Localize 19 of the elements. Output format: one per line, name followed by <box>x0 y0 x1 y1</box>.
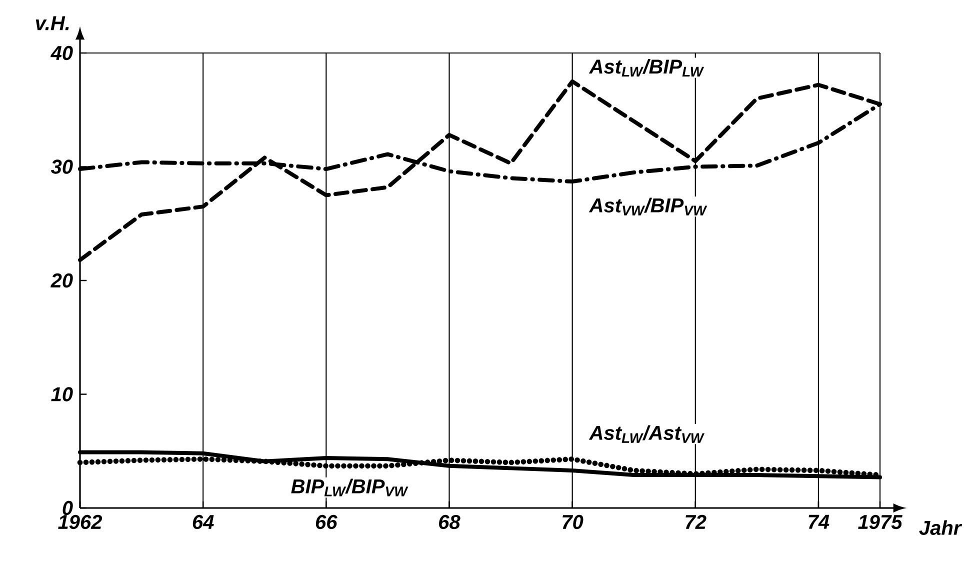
y-tick-label: 40 <box>50 46 73 60</box>
x-tick-label: 1975 <box>858 514 902 530</box>
x-tick-label: 64 <box>192 514 214 530</box>
x-tick-label: 66 <box>316 514 338 530</box>
x-tick-label: 1962 <box>58 514 102 530</box>
x-axis-title: Jahr <box>919 520 962 535</box>
y-tick-label: 10 <box>51 387 73 402</box>
y-tick-label: 20 <box>50 273 73 288</box>
y-axis-title: v.H. <box>36 16 69 30</box>
x-tick-label: 70 <box>562 514 584 530</box>
series-label: Ast$_{LW}$/BIP$_{LW}$ <box>588 59 704 77</box>
x-tick-label: 74 <box>808 514 830 529</box>
series-label: Ast$_{VW}$/BIP$_{VW}$ <box>588 198 708 216</box>
series-label: Ast$_{LW}$/Ast$_{VW}$ <box>588 425 705 443</box>
series-label: BIP$_{LW}$/BIP$_{VW}$ <box>291 478 408 496</box>
x-tick-label: 68 <box>439 514 460 530</box>
y-tick-label: 0 <box>62 500 73 516</box>
y-tick-label: 30 <box>50 160 73 174</box>
x-tick-label: 72 <box>686 514 706 529</box>
